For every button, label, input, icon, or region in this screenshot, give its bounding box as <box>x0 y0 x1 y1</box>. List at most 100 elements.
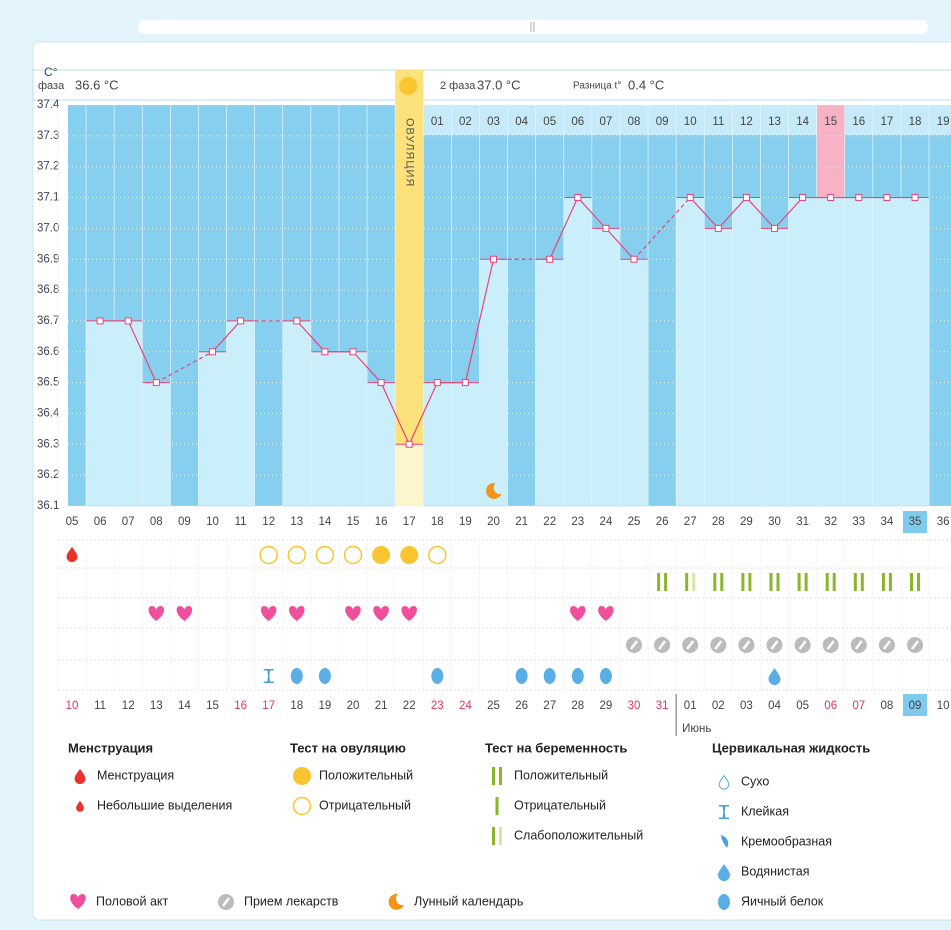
icon-part <box>685 573 689 591</box>
icon-part <box>769 573 773 591</box>
icon-watery <box>718 864 730 881</box>
icon-part <box>881 573 885 591</box>
icon-ovu-neg <box>343 545 363 565</box>
legend-label: Сухо <box>741 774 769 788</box>
temperature-point <box>546 255 554 263</box>
icon-menstruation <box>66 546 78 563</box>
icon-part <box>598 606 614 621</box>
temperature-point <box>405 440 413 448</box>
icon-pill <box>822 637 839 653</box>
date-label: 10 <box>937 700 950 712</box>
bar <box>338 351 368 507</box>
legend-title: Менструация <box>68 740 153 755</box>
icon-part <box>776 573 780 591</box>
bar <box>900 197 930 507</box>
icon-part <box>770 640 779 650</box>
bar <box>816 197 846 507</box>
day-label: 28 <box>712 516 725 528</box>
icon-part <box>486 482 502 499</box>
icon-pill <box>218 894 234 910</box>
day-label: 34 <box>881 516 894 528</box>
day-label: 35 <box>909 516 922 528</box>
day-label: 10 <box>206 516 219 528</box>
icon-part <box>686 640 695 650</box>
bar <box>619 258 649 507</box>
icon-part <box>290 668 303 684</box>
icon-part <box>373 606 389 621</box>
phase2-day: 05 <box>543 116 556 128</box>
bar <box>85 320 115 507</box>
bar <box>198 351 227 507</box>
icon-part <box>720 573 724 591</box>
icon-part <box>658 640 667 650</box>
icon-part <box>630 640 638 650</box>
bar <box>282 320 312 507</box>
icon-preg-pos <box>713 573 724 591</box>
icon-pill <box>766 637 783 653</box>
day-label: 07 <box>122 516 135 528</box>
date-label: 11 <box>94 700 106 712</box>
date-label: 28 <box>571 700 584 712</box>
date-label: 22 <box>403 700 416 712</box>
y-tick-label: 36.9 <box>37 253 59 265</box>
bar <box>844 197 874 507</box>
icon-pill <box>738 637 755 653</box>
day-label: 18 <box>431 516 444 528</box>
icon-eggwhite <box>318 668 331 684</box>
y-tick-label: 37.3 <box>37 130 59 142</box>
icon-part <box>768 668 781 685</box>
bar <box>535 258 565 507</box>
icon-part <box>492 827 495 845</box>
icon-ovu-neg <box>428 545 447 565</box>
date-label: 30 <box>628 700 641 712</box>
day-label: 08 <box>150 516 163 528</box>
phase2-day: 19 <box>937 116 950 128</box>
icon-part <box>515 668 528 684</box>
date-label: 16 <box>234 700 247 712</box>
icon-part <box>401 606 417 621</box>
icon-part <box>825 573 829 591</box>
phase2-day: 14 <box>796 116 809 128</box>
icon-part <box>853 573 857 591</box>
icon-part <box>599 668 612 684</box>
temperature-point <box>490 255 497 263</box>
day-label: 15 <box>347 516 360 528</box>
bar <box>141 382 171 507</box>
y-tick-label: 37.4 <box>37 99 60 111</box>
icon-part <box>804 573 808 591</box>
icon-eggwhite <box>599 668 612 684</box>
icon-sex <box>598 606 614 621</box>
temperature-point <box>293 317 301 325</box>
legend-label: Клейкая <box>741 804 789 818</box>
day-label: 21 <box>515 516 528 528</box>
icon-part <box>148 606 165 621</box>
day-label: 19 <box>459 516 472 528</box>
day-label: 26 <box>656 516 669 528</box>
gap-connector <box>156 351 213 384</box>
temperature-point <box>883 194 891 202</box>
icon-sex <box>345 606 361 621</box>
phase1-temp: 36.6 °C <box>75 77 119 92</box>
icon-preg-pos <box>741 573 752 591</box>
diff-value: 0.4 °C <box>628 77 664 92</box>
bar <box>422 382 452 507</box>
icon-part <box>492 767 495 785</box>
icon-part <box>345 606 361 621</box>
icon-part <box>259 545 278 565</box>
legend-label: Небольшие выделения <box>97 798 232 812</box>
day-label: 20 <box>487 516 500 528</box>
bar <box>732 197 761 507</box>
bar <box>788 197 817 507</box>
icon-part <box>400 546 419 564</box>
icon-part <box>657 573 661 591</box>
icon-ovu-pos <box>293 767 311 785</box>
icon-eggwhite <box>515 668 528 684</box>
icon-moon <box>388 893 404 910</box>
scrollbar[interactable] <box>138 20 928 34</box>
date-label: 09 <box>909 700 922 712</box>
icon-part <box>372 546 391 564</box>
icon-part <box>76 800 84 812</box>
legend-label: Слабоположительный <box>514 828 643 842</box>
bar <box>226 320 255 507</box>
